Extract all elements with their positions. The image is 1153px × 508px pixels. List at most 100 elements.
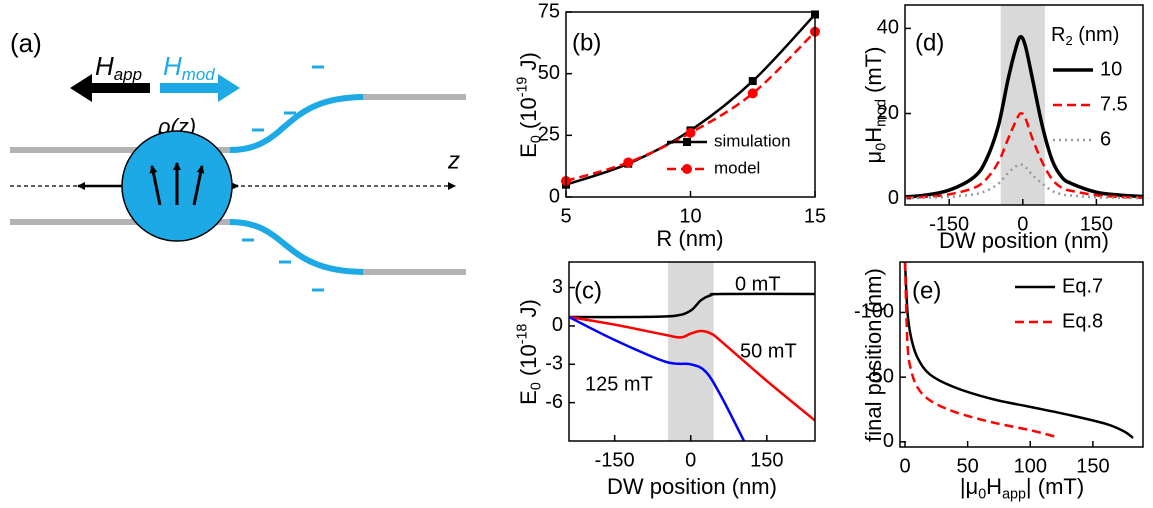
plot-frame [565,11,816,198]
label-part: 0 [528,135,544,143]
legend-label: model [714,158,760,177]
x-tick-label: 0 [1017,213,1028,235]
y-tick-label: -100 [854,301,894,323]
series-label: 50 mT [740,340,797,362]
panel-label: (c) [574,277,602,304]
x-tick-label: 50 [957,455,979,477]
plot-frame [568,261,816,442]
legend-title: R2 (nm) [1051,24,1119,48]
series-line [905,35,1143,199]
label-part: | (mT) [1026,474,1084,499]
y-tick-label: 50 [538,62,560,84]
label-part: app [114,65,142,84]
label-part: E [516,143,541,158]
x-axis-label: DW position (nm) [607,474,777,499]
y-tick-label: 0 [883,430,894,452]
x-tick-label: 150 [1080,213,1113,235]
y-tick-label: 40 [877,17,899,39]
marker [685,127,696,138]
series-line [903,262,1134,439]
y-tick-label: 0 [549,185,560,207]
legend-label: 10 [1100,58,1122,80]
label-part: 0 [528,382,544,390]
x-tick-label: -150 [595,449,635,471]
x-axis-label: R (nm) [656,226,723,251]
label-part: (10 [516,344,541,382]
x-tick-label: -150 [929,213,969,235]
legend-marker [682,164,692,174]
label-part: -18 [514,324,530,345]
series-group [903,262,1134,439]
series-line [569,315,746,441]
spins [149,162,205,206]
y-axis-label: E0 (10-18 J) [514,299,544,405]
series-line [905,163,1143,200]
series-line [566,13,815,186]
x-tick-label: 150 [1076,455,1109,477]
label-part: (nm) [1073,24,1120,46]
y-tick-label: 0 [552,314,563,336]
label-part: H [986,474,1002,499]
y-axis-label: μ0Hmod (mT) [861,47,890,164]
label-part: H [95,51,114,81]
series-label: 0 mT [735,273,781,295]
label-part: 0 [873,143,889,151]
z-label: z [447,147,460,174]
series-group [566,13,815,186]
shaded-region [667,262,714,441]
panel-label: (b) [572,29,601,56]
y-tick-label: -6 [545,391,563,413]
label-part: mod [182,65,215,84]
panel-label: (a) [10,28,42,58]
label-part: J) [516,299,541,323]
x-tick-label: 10 [679,205,701,227]
x-axis-label: DW position (nm) [939,228,1109,253]
plot-frame [904,4,1144,206]
label-part: (10 [516,97,541,135]
x-tick-label: 0 [899,455,910,477]
label-part: R [1051,24,1065,46]
y-tick-label: 25 [538,124,560,146]
series-line [569,292,815,319]
diagram: (a) Happ Hmod z ρ(z) [10,28,466,292]
plot-frame [899,261,1144,448]
label-part: J) [516,52,541,76]
y-tick-label: 20 [877,102,899,124]
marker [748,77,757,86]
x-axis-label: |μ0Happ| (mT) [960,474,1084,503]
label-part: H [163,51,182,81]
h-app-label: Happ [95,51,142,84]
legend-label: Eq.7 [1062,275,1103,297]
h-app-arrow [70,74,150,102]
series-group [905,35,1143,200]
legend-label: 7.5 [1100,93,1128,115]
wire-taper [229,94,366,153]
panel: -150 0 150 0 20 40 (d) DW position (nm) μ0Hmod (… [861,4,1144,253]
y-tick-label: 0 [888,187,899,209]
legend-label: simulation [714,131,791,150]
x-tick-label: 0 [685,449,696,471]
x-tick-label: 150 [750,449,783,471]
label-part: E [516,390,541,405]
marker [623,157,634,168]
label-part: -19 [514,77,530,98]
label-part: μ [861,151,886,164]
y-tick-label: 3 [552,276,563,298]
panel-label: (e) [912,277,941,304]
series-line [903,262,1056,438]
label-part: mod [873,99,889,127]
series-label: 125 mT [585,373,653,395]
x-tick-label: 5 [560,205,571,227]
label-part: |μ [960,474,978,499]
x-tick-label: 100 [1014,455,1047,477]
label-part: (mT) [861,47,886,100]
legend-label: Eq.8 [1062,310,1103,332]
y-tick-label: -50 [865,365,894,387]
charges [242,65,324,292]
panel-label: (d) [915,29,944,56]
h-mod-label: Hmod [163,51,215,84]
